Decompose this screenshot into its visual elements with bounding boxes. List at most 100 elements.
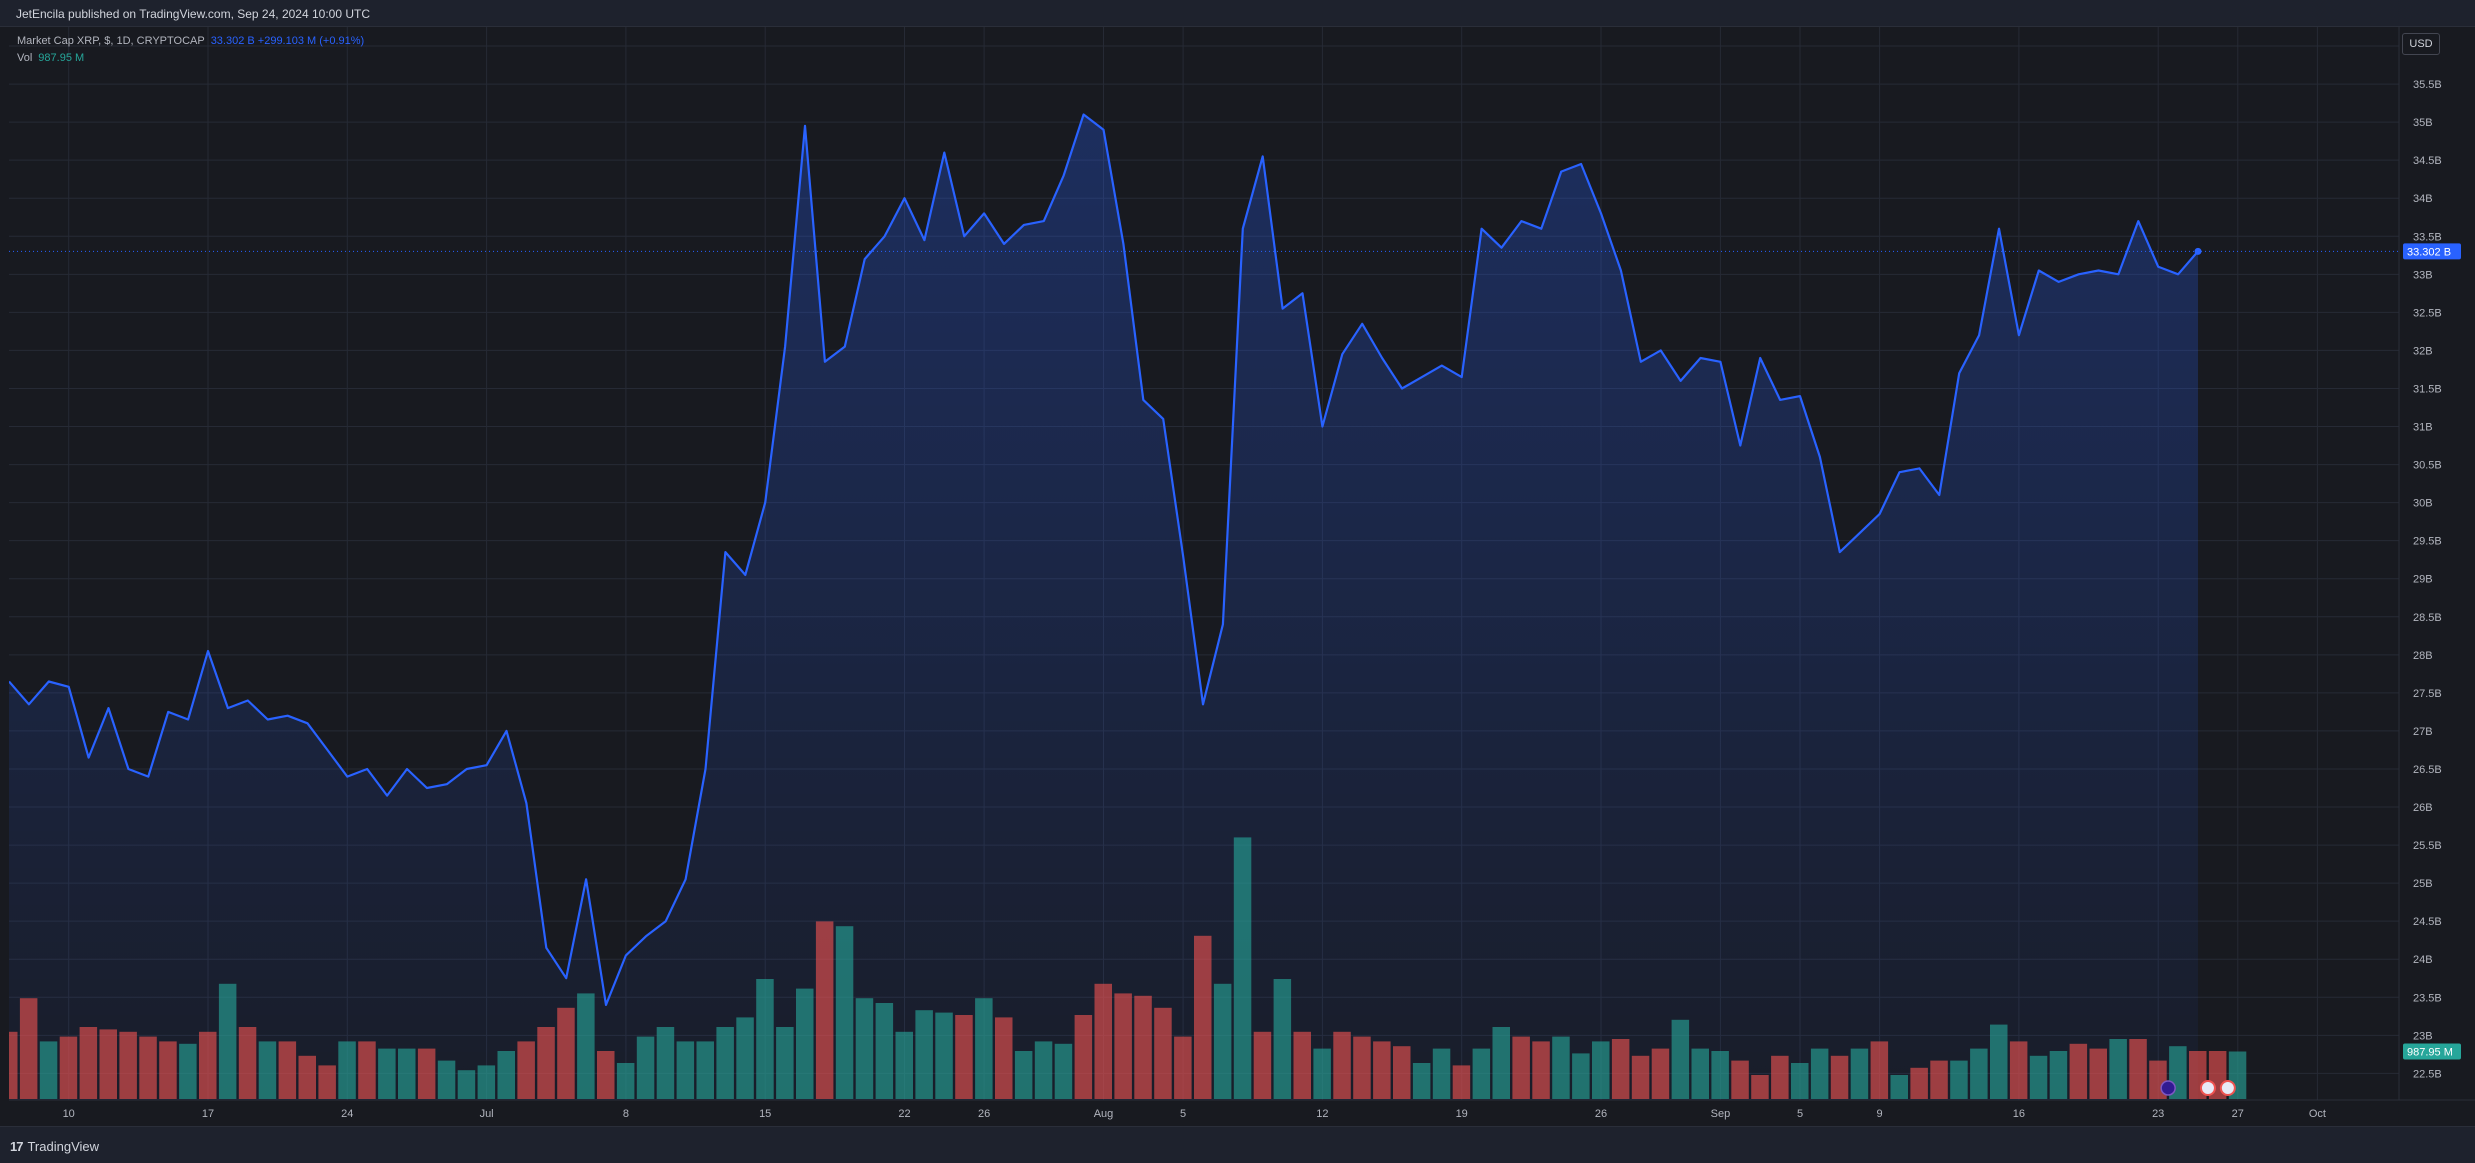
price-axis[interactable]: 22.5B 23B 23.5B 24B 24.5B 25B 25.5B 26B 26.5B 27B…: [2403, 41, 2461, 1080]
volume-bar: [1651, 1048, 1670, 1099]
volume-bar: [855, 998, 874, 1099]
time-axis[interactable]: 10 17 24 Jul 8 15 22 26 Aug 5 12 19 26 Sep 5 9 16 23 27 Oct: [63, 1108, 2326, 1120]
x-tick-label: 22: [898, 1108, 910, 1120]
y-tick-label: 34.5B: [2413, 155, 2442, 167]
tradingview-brand[interactable]: 17 TradingView: [10, 1139, 99, 1154]
volume-bar: [1711, 1051, 1729, 1099]
volume-bar: [358, 1041, 376, 1099]
volume-bar: [1114, 993, 1132, 1099]
last-volume-badge: [2403, 1043, 2461, 1060]
volume-bar: [1313, 1048, 1331, 1099]
volume-bar: [1592, 1041, 1610, 1099]
volume-bar: [1631, 1055, 1650, 1099]
x-tick-label: 8: [623, 1108, 629, 1120]
y-tick-label: 32.5B: [2413, 307, 2442, 319]
volume-bar: [79, 1027, 98, 1099]
volume-bar: [497, 1051, 515, 1099]
legend-volume-value: 987.95 M: [38, 52, 85, 64]
x-tick-label: 24: [341, 1108, 353, 1120]
currency-button[interactable]: USD: [2402, 33, 2440, 55]
volume-bar: [636, 1036, 655, 1099]
y-tick-label: 29B: [2413, 574, 2433, 586]
last-price-label: 33.302 B: [2407, 246, 2451, 258]
volume-bar: [398, 1048, 416, 1099]
volume-bar: [278, 1041, 297, 1099]
volume-bar: [875, 1003, 894, 1099]
volume-bar: [119, 1031, 137, 1099]
y-tick-label: 35B: [2413, 117, 2433, 129]
price-chart[interactable]: 22.5B 23B 23.5B 24B 24.5B 25B 25.5B 26B 26.5B 27B…: [9, 27, 2475, 1126]
volume-bar: [1970, 1048, 1988, 1099]
y-tick-label: 34B: [2413, 193, 2433, 205]
bottom-bar: 17 TradingView: [0, 1126, 2475, 1163]
x-tick-label: 27: [2232, 1108, 2244, 1120]
volume-bar: [238, 1027, 257, 1099]
event-markers[interactable]: [2160, 1080, 2236, 1096]
y-tick-label: 32B: [2413, 345, 2433, 357]
volume-bar: [597, 1051, 615, 1099]
volume-bar: [995, 1017, 1013, 1099]
volume-bar: [756, 979, 774, 1099]
volume-bar: [1771, 1055, 1789, 1099]
volume-bar: [457, 1070, 476, 1099]
volume-bars: [9, 837, 2247, 1099]
y-tick-label: 28.5B: [2413, 612, 2442, 624]
volume-bar: [159, 1041, 177, 1099]
last-price-dot: [2194, 247, 2202, 255]
legend-value: 33.302 B +299.103 M (+0.91%): [210, 35, 365, 47]
volume-bar: [99, 1029, 117, 1099]
brand-name: TradingView: [27, 1139, 100, 1154]
legend: Market Cap XRP, $, 1D, CRYPTOCAP 33.302 B…: [17, 33, 364, 67]
y-tick-label: 28B: [2413, 650, 2433, 662]
volume-bar: [537, 1027, 555, 1099]
x-tick-label: 26: [1595, 1108, 1607, 1120]
lightning-event-icon[interactable]: [2160, 1080, 2176, 1096]
y-tick-label: 35.5B: [2413, 79, 2442, 91]
volume-bar: [676, 1041, 695, 1099]
volume-bar: [139, 1036, 157, 1099]
volume-bar: [318, 1065, 336, 1099]
us-flag-event-icon[interactable]: [2219, 1080, 2236, 1096]
x-tick-label: 26: [978, 1108, 990, 1120]
y-tick-label: 25B: [2413, 878, 2433, 890]
volume-bar: [1432, 1048, 1451, 1099]
volume-bar: [417, 1048, 436, 1099]
volume-bar: [656, 1027, 675, 1099]
legend-volume-label: Vol: [17, 52, 33, 64]
volume-bar: [1014, 1051, 1033, 1099]
y-tick-label: 23.5B: [2413, 992, 2442, 1004]
volume-bar: [179, 1043, 197, 1099]
x-tick-label: 15: [759, 1108, 771, 1120]
volume-bar: [1810, 1048, 1829, 1099]
volume-bar: [577, 993, 595, 1099]
volume-bar: [716, 1027, 734, 1099]
x-tick-label: 9: [1877, 1108, 1883, 1120]
volume-bar: [298, 1055, 316, 1099]
volume-bar: [378, 1048, 396, 1099]
y-tick-label: 22.5B: [2413, 1068, 2442, 1080]
chart-area[interactable]: 22.5B 23B 23.5B 24B 24.5B 25B 25.5B 26B 26.5B 27B…: [9, 27, 2475, 1126]
volume-bar: [2089, 1048, 2107, 1099]
volume-bar: [1273, 979, 1292, 1099]
volume-bar: [1333, 1031, 1351, 1099]
volume-bar: [437, 1060, 456, 1099]
volume-bar: [1492, 1027, 1510, 1099]
volume-bar: [1094, 983, 1112, 1099]
us-flag-event-icon[interactable]: [2199, 1080, 2216, 1096]
volume-bar: [1174, 1036, 1192, 1099]
volume-bar: [2029, 1055, 2048, 1099]
y-tick-label: 24.5B: [2413, 916, 2442, 928]
y-tick-label: 30.5B: [2413, 460, 2442, 472]
x-tick-label: 5: [1180, 1108, 1186, 1120]
volume-bar: [1253, 1031, 1272, 1099]
x-tick-label: 17: [202, 1108, 214, 1120]
price-area: [9, 114, 2198, 1100]
volume-bar: [736, 1017, 754, 1099]
volume-bar: [1512, 1036, 1530, 1099]
x-tick-label: 19: [1456, 1108, 1468, 1120]
volume-bar: [1034, 1041, 1053, 1099]
volume-bar: [1134, 995, 1152, 1099]
price-line-path: [9, 113, 2199, 1006]
volume-bar: [1393, 1046, 1411, 1099]
y-tick-label: 29.5B: [2413, 536, 2442, 548]
